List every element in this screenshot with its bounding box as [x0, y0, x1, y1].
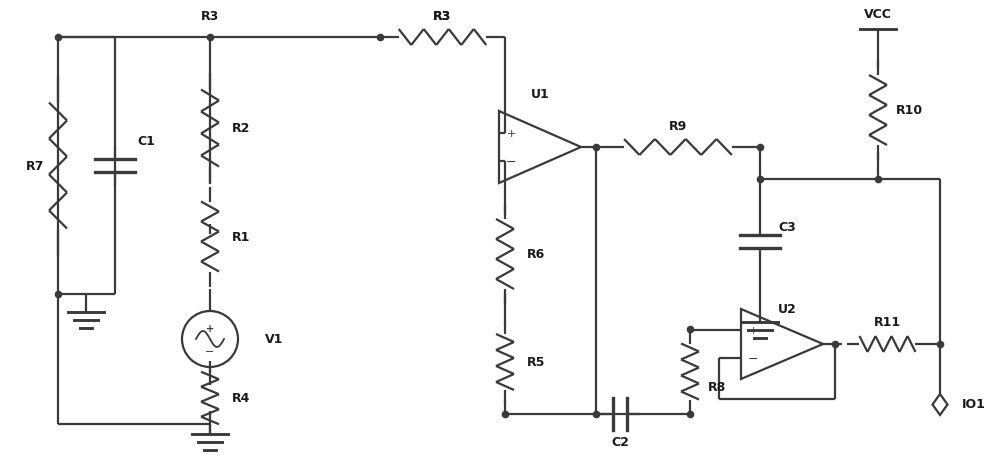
Text: R3: R3: [433, 10, 452, 22]
Text: IO1: IO1: [962, 398, 986, 410]
Text: C1: C1: [137, 135, 155, 148]
Text: R3: R3: [201, 10, 219, 22]
Text: R4: R4: [232, 392, 250, 404]
Text: R7: R7: [26, 160, 44, 172]
Text: R1: R1: [232, 231, 250, 243]
Text: −: −: [748, 352, 758, 365]
Text: +: +: [206, 324, 214, 334]
Text: +: +: [506, 128, 516, 138]
Text: R2: R2: [232, 122, 250, 135]
Text: −: −: [205, 346, 215, 356]
Text: R3: R3: [433, 10, 452, 22]
Text: R5: R5: [527, 356, 545, 369]
Text: R10: R10: [896, 104, 923, 117]
Text: U1: U1: [531, 87, 549, 100]
Text: R11: R11: [874, 316, 901, 329]
Text: +: +: [748, 325, 758, 335]
Text: −: −: [506, 156, 516, 168]
Text: C2: C2: [611, 435, 629, 449]
Text: R8: R8: [708, 380, 726, 393]
Text: C3: C3: [778, 221, 796, 233]
Text: V1: V1: [265, 333, 283, 346]
Text: U2: U2: [778, 303, 797, 316]
Text: R6: R6: [527, 248, 545, 261]
Text: R9: R9: [669, 119, 687, 132]
Text: VCC: VCC: [864, 7, 892, 20]
